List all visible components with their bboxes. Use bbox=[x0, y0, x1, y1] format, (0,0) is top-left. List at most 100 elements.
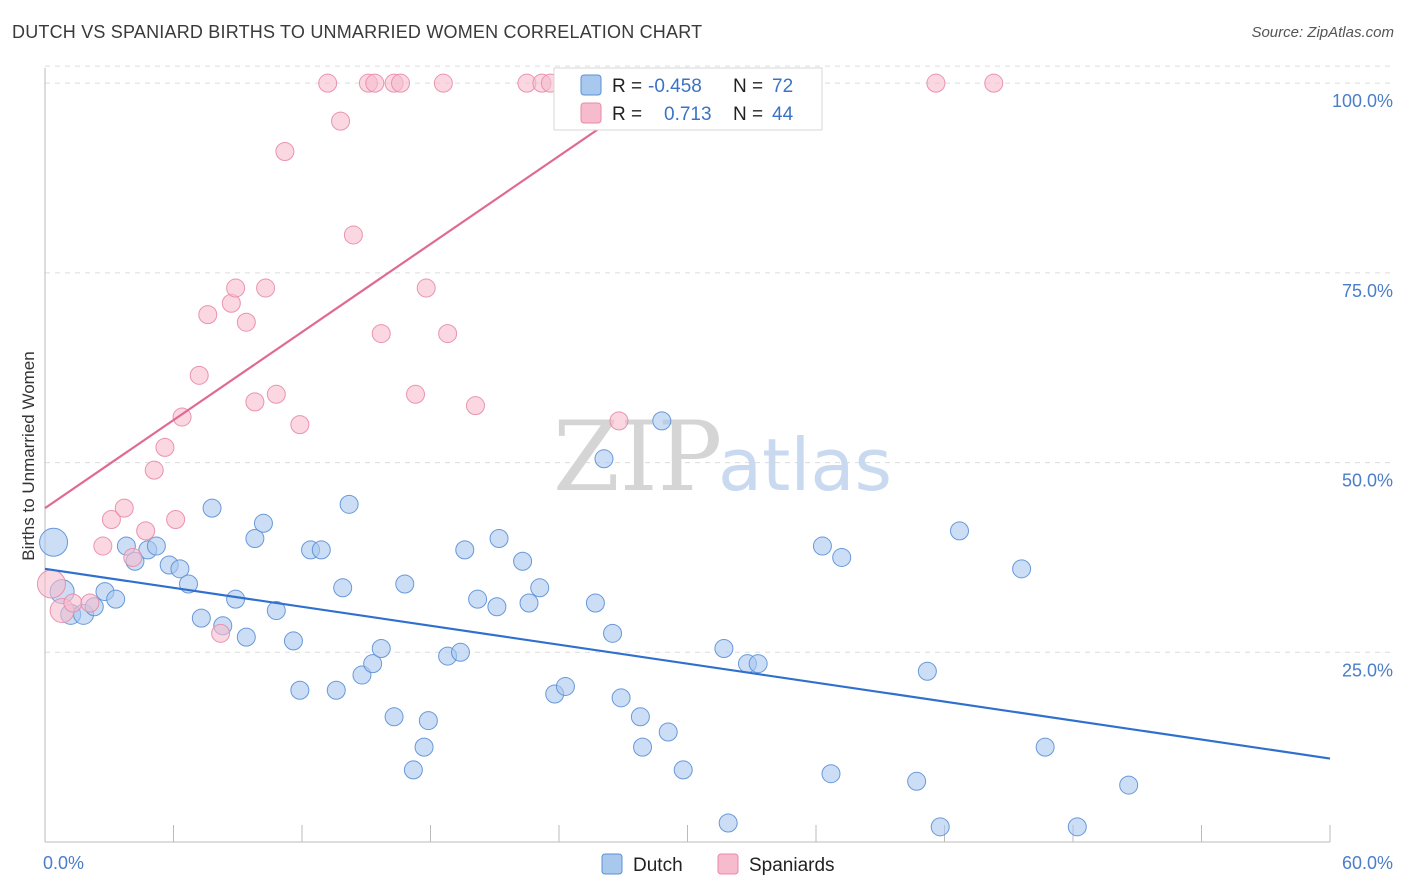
dutch-point bbox=[146, 536, 166, 556]
dutch-point bbox=[949, 521, 969, 541]
spaniard-point bbox=[926, 73, 946, 93]
y-tick-labels: 25.0% 50.0% 75.0% 100.0% bbox=[1332, 91, 1393, 680]
dutch-point bbox=[202, 498, 222, 518]
chart-title: DUTCH VS SPANIARD BIRTHS TO UNMARRIED WO… bbox=[12, 22, 703, 42]
spaniard-point bbox=[406, 384, 426, 404]
dutch-point bbox=[266, 601, 286, 621]
spaniard-point bbox=[166, 510, 186, 529]
spaniard-point bbox=[256, 278, 276, 298]
y-tick-label: 25.0% bbox=[1342, 660, 1393, 680]
spaniard-point bbox=[198, 305, 218, 325]
x-tick-labels: 0.0% 60.0% bbox=[43, 853, 1393, 873]
y-tick-label: 100.0% bbox=[1332, 91, 1393, 111]
dutch-point bbox=[555, 676, 575, 696]
dutch-point bbox=[236, 627, 256, 647]
bottom-legend: Dutch Spaniards bbox=[601, 853, 835, 876]
dutch-point bbox=[673, 760, 693, 780]
y-tick-label: 50.0% bbox=[1342, 471, 1393, 491]
dutch-point bbox=[455, 540, 475, 560]
legend-n-label-dutch: N = bbox=[733, 76, 763, 97]
y-axis-label: Births to Unmarried Women bbox=[19, 351, 38, 560]
dutch-point bbox=[106, 589, 126, 609]
dutch-point bbox=[414, 737, 434, 757]
dutch-point bbox=[585, 593, 605, 613]
dutch-point bbox=[245, 528, 265, 548]
dutch-point bbox=[907, 771, 927, 791]
spaniard-point bbox=[36, 569, 66, 599]
spaniard-point bbox=[438, 324, 458, 344]
dutch-point bbox=[714, 639, 734, 658]
dutch-point bbox=[487, 597, 507, 617]
x-tick-label: 0.0% bbox=[43, 853, 84, 873]
gridlines bbox=[45, 65, 1392, 653]
dutch-point bbox=[326, 680, 346, 700]
spaniard-point bbox=[211, 623, 231, 643]
dutch-point bbox=[832, 547, 852, 567]
spaniard-point bbox=[416, 278, 436, 298]
legend-r-value-spaniards: 0.713 bbox=[664, 104, 712, 125]
dutch-point bbox=[513, 551, 533, 571]
trend-lines bbox=[44, 67, 1331, 760]
dutch-point bbox=[290, 680, 310, 700]
spaniard-point bbox=[465, 396, 485, 416]
legend-n-label-spaniards: N = bbox=[733, 104, 763, 125]
spaniard-point bbox=[93, 536, 113, 556]
bottom-legend-swatch-dutch bbox=[601, 853, 623, 875]
spaniard-point bbox=[343, 225, 363, 245]
spaniard-point bbox=[63, 593, 83, 613]
spaniard-point bbox=[101, 510, 121, 529]
legend-swatch-dutch bbox=[580, 74, 602, 96]
dutch-point bbox=[333, 578, 353, 598]
legend-n-value-dutch: 72 bbox=[772, 76, 793, 97]
dutch-point bbox=[812, 536, 832, 556]
spaniard-point bbox=[236, 312, 256, 332]
spaniard-point bbox=[391, 73, 411, 93]
dutch-point bbox=[489, 528, 509, 548]
legend-n-value-spaniards: 44 bbox=[772, 104, 794, 125]
dutch-point bbox=[1119, 775, 1139, 795]
spaniard-point bbox=[365, 73, 385, 93]
spaniard-point bbox=[136, 521, 156, 541]
spaniard-point bbox=[318, 73, 338, 93]
x-tick-label: 60.0% bbox=[1342, 853, 1393, 873]
dutch-point bbox=[403, 760, 423, 780]
dutch-point bbox=[468, 589, 488, 609]
spaniard-point bbox=[189, 365, 209, 385]
spaniard-point bbox=[433, 73, 453, 93]
bottom-legend-spaniards: Spaniards bbox=[749, 855, 835, 876]
legend: R = -0.458 N = 72 R = 0.713 N = 44 bbox=[553, 67, 823, 131]
data-points bbox=[36, 73, 1139, 837]
legend-r-value-dutch: -0.458 bbox=[648, 76, 702, 97]
spaniard-point bbox=[290, 415, 310, 435]
dutch-point bbox=[821, 764, 841, 784]
dutch-point bbox=[603, 623, 623, 643]
spaniards-trend-line bbox=[44, 67, 689, 510]
dutch-point bbox=[633, 737, 653, 757]
bottom-legend-dutch: Dutch bbox=[633, 855, 683, 876]
dutch-point bbox=[658, 722, 678, 742]
dutch-point bbox=[170, 559, 190, 579]
dutch-point bbox=[226, 589, 246, 609]
spaniard-point bbox=[609, 411, 629, 431]
dutch-point bbox=[311, 540, 331, 560]
dutch-point bbox=[1035, 737, 1055, 757]
dutch-point bbox=[253, 513, 273, 533]
spaniard-point bbox=[275, 141, 295, 161]
legend-swatch-spaniards bbox=[580, 102, 602, 124]
dutch-point bbox=[418, 711, 438, 731]
dutch-point bbox=[39, 527, 69, 557]
spaniard-point bbox=[144, 460, 164, 480]
dutch-point bbox=[339, 494, 359, 514]
spaniard-point bbox=[114, 498, 134, 518]
spaniard-point bbox=[123, 547, 143, 567]
dutch-point bbox=[191, 608, 211, 628]
watermark-atlas: atlas bbox=[718, 423, 892, 507]
dutch-point bbox=[718, 813, 738, 833]
dutch-point bbox=[630, 707, 650, 727]
spaniard-point bbox=[155, 437, 175, 457]
watermark-zip: ZIP bbox=[553, 401, 722, 513]
y-tick-label: 75.0% bbox=[1342, 281, 1393, 301]
spaniard-point bbox=[371, 324, 391, 344]
dutch-point bbox=[283, 631, 303, 651]
